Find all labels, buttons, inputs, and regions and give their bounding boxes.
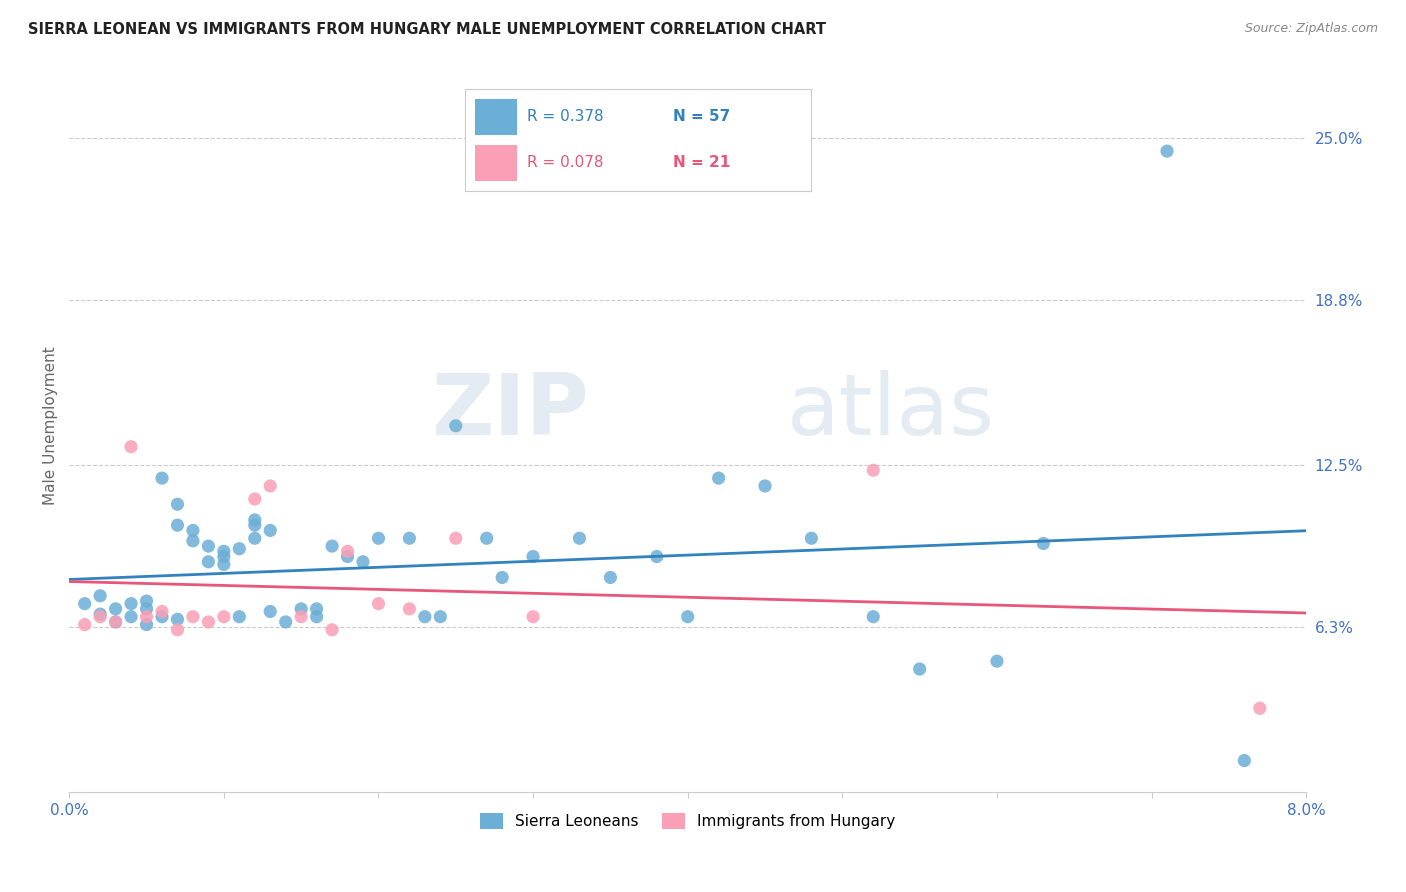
- Point: [800, 531, 823, 545]
- Point: [73, 617, 96, 632]
- Point: [986, 654, 1008, 668]
- Point: [259, 605, 281, 619]
- Point: [120, 597, 142, 611]
- Point: [243, 491, 266, 506]
- Point: [135, 594, 157, 608]
- Point: [367, 531, 389, 545]
- Point: [862, 463, 884, 477]
- Point: [274, 615, 297, 629]
- Legend: Sierra Leoneans, Immigrants from Hungary: Sierra Leoneans, Immigrants from Hungary: [474, 807, 901, 836]
- Point: [150, 605, 173, 619]
- Point: [599, 570, 621, 584]
- Point: [305, 609, 328, 624]
- Point: [645, 549, 668, 564]
- Point: [676, 609, 699, 624]
- Point: [862, 609, 884, 624]
- Point: [1249, 701, 1271, 715]
- Point: [243, 518, 266, 533]
- Point: [259, 524, 281, 538]
- Point: [522, 549, 544, 564]
- Point: [444, 531, 467, 545]
- Point: [120, 440, 142, 454]
- Point: [228, 609, 250, 624]
- Point: [212, 549, 235, 564]
- Text: ZIP: ZIP: [432, 369, 589, 452]
- Point: [336, 549, 359, 564]
- Point: [89, 609, 111, 624]
- Point: [568, 531, 591, 545]
- Point: [181, 524, 204, 538]
- Point: [367, 597, 389, 611]
- Point: [197, 539, 219, 553]
- Point: [150, 609, 173, 624]
- Point: [321, 623, 343, 637]
- Point: [754, 479, 776, 493]
- Point: [104, 615, 127, 629]
- Point: [104, 602, 127, 616]
- Point: [135, 602, 157, 616]
- Point: [290, 602, 312, 616]
- Point: [707, 471, 730, 485]
- Point: [336, 544, 359, 558]
- Point: [243, 531, 266, 545]
- Point: [166, 612, 188, 626]
- Point: [522, 609, 544, 624]
- Point: [73, 597, 96, 611]
- Point: [352, 555, 374, 569]
- Point: [197, 615, 219, 629]
- Point: [120, 609, 142, 624]
- Point: [135, 609, 157, 624]
- Point: [166, 497, 188, 511]
- Point: [908, 662, 931, 676]
- Point: [197, 555, 219, 569]
- Point: [181, 609, 204, 624]
- Point: [491, 570, 513, 584]
- Point: [475, 531, 498, 545]
- Point: [89, 589, 111, 603]
- Point: [104, 615, 127, 629]
- Y-axis label: Male Unemployment: Male Unemployment: [44, 346, 58, 505]
- Text: atlas: atlas: [786, 369, 994, 452]
- Point: [1032, 536, 1054, 550]
- Point: [212, 609, 235, 624]
- Point: [259, 479, 281, 493]
- Text: Source: ZipAtlas.com: Source: ZipAtlas.com: [1244, 22, 1378, 36]
- Point: [243, 513, 266, 527]
- Point: [166, 623, 188, 637]
- Point: [398, 531, 420, 545]
- Point: [429, 609, 451, 624]
- Point: [444, 418, 467, 433]
- Text: SIERRA LEONEAN VS IMMIGRANTS FROM HUNGARY MALE UNEMPLOYMENT CORRELATION CHART: SIERRA LEONEAN VS IMMIGRANTS FROM HUNGAR…: [28, 22, 827, 37]
- Point: [305, 602, 328, 616]
- Point: [135, 617, 157, 632]
- Point: [212, 558, 235, 572]
- Point: [166, 518, 188, 533]
- Point: [1233, 754, 1256, 768]
- Point: [89, 607, 111, 621]
- Point: [413, 609, 436, 624]
- Point: [228, 541, 250, 556]
- Point: [212, 544, 235, 558]
- Point: [398, 602, 420, 616]
- Point: [181, 533, 204, 548]
- Point: [321, 539, 343, 553]
- Point: [1156, 144, 1178, 158]
- Point: [150, 471, 173, 485]
- Point: [290, 609, 312, 624]
